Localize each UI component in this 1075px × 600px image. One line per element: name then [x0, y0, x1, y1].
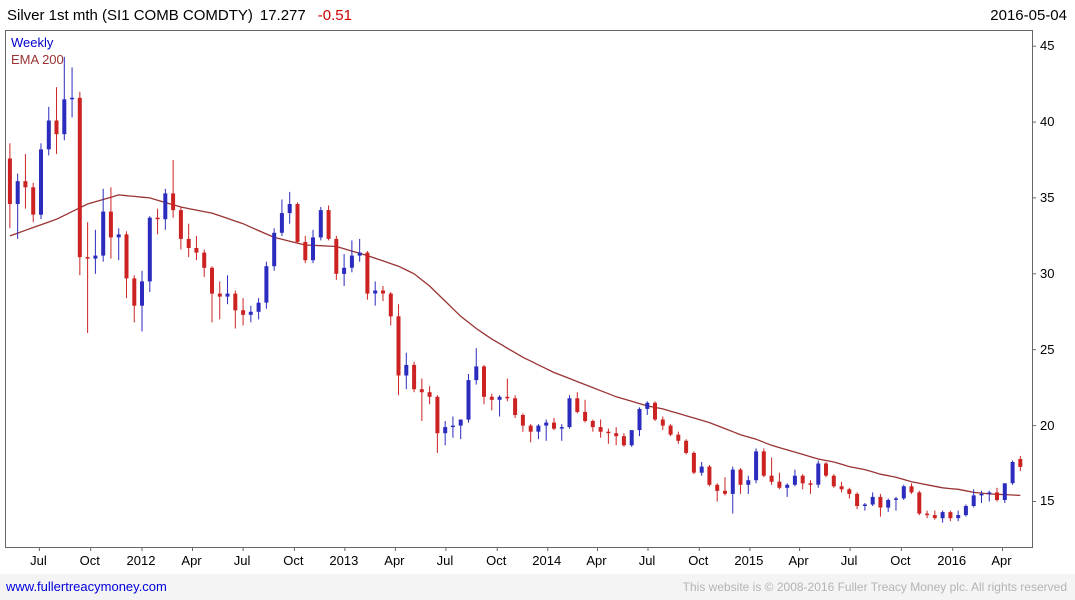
copyright-text: This website is © 2008-2016 Fuller Treac… — [682, 580, 1067, 594]
x-axis-label: 2015 — [734, 553, 764, 568]
x-axis-label: Jul — [233, 553, 251, 568]
x-axis-label: Jul — [30, 553, 47, 568]
price-change: -0.51 — [317, 7, 352, 24]
y-axis-label: 20 — [1040, 417, 1055, 433]
y-axis-label: 40 — [1040, 114, 1055, 130]
x-axis-label: Apr — [384, 553, 405, 568]
x-axis-label: Oct — [486, 553, 507, 568]
candlestick-chart — [7, 45, 1036, 551]
x-axis-label: Jul — [436, 553, 454, 568]
chart-legend: Weekly EMA 200 — [11, 34, 64, 68]
footer-bar: www.fullertreacymoney.com This website i… — [0, 574, 1075, 600]
y-axis-label: 15 — [1040, 493, 1055, 509]
x-axis-label: Jul — [840, 553, 858, 568]
x-axis-label: 2016 — [937, 553, 967, 568]
x-axis-label: Apr — [991, 553, 1012, 568]
y-axis-label: 30 — [1040, 265, 1055, 281]
x-axis-label: Apr — [788, 553, 809, 568]
x-axis-label: 2013 — [329, 553, 359, 568]
x-axis-label: Oct — [283, 553, 304, 568]
chart-date: 2016-05-04 — [990, 7, 1067, 24]
last-price: 17.277 — [259, 7, 306, 24]
instrument-title: Silver 1st mth (SI1 COMB COMDTY) — [7, 7, 253, 24]
x-axis-label: Apr — [586, 553, 607, 568]
timeframe-label: Weekly — [11, 35, 54, 50]
x-axis-label: Oct — [688, 553, 709, 568]
website-link[interactable]: www.fullertreacymoney.com — [6, 579, 167, 594]
chart-header: Silver 1st mth (SI1 COMB COMDTY) 17.277 -0… — [7, 7, 1070, 29]
y-axis-label: 45 — [1040, 38, 1055, 54]
x-axis-label: Apr — [181, 553, 202, 568]
x-axis-label: 2012 — [126, 553, 156, 568]
chart-plot-area[interactable]: Weekly EMA 200 — [5, 30, 1036, 551]
x-axis-label: Oct — [79, 553, 100, 568]
x-axis-label: 2014 — [532, 553, 562, 568]
ema-overlay-label: EMA 200 — [11, 52, 64, 67]
x-axis-label: Jul — [638, 553, 656, 568]
y-axis-label: 25 — [1040, 341, 1055, 357]
y-axis-label: 35 — [1040, 189, 1055, 205]
x-axis-label: Oct — [890, 553, 911, 568]
